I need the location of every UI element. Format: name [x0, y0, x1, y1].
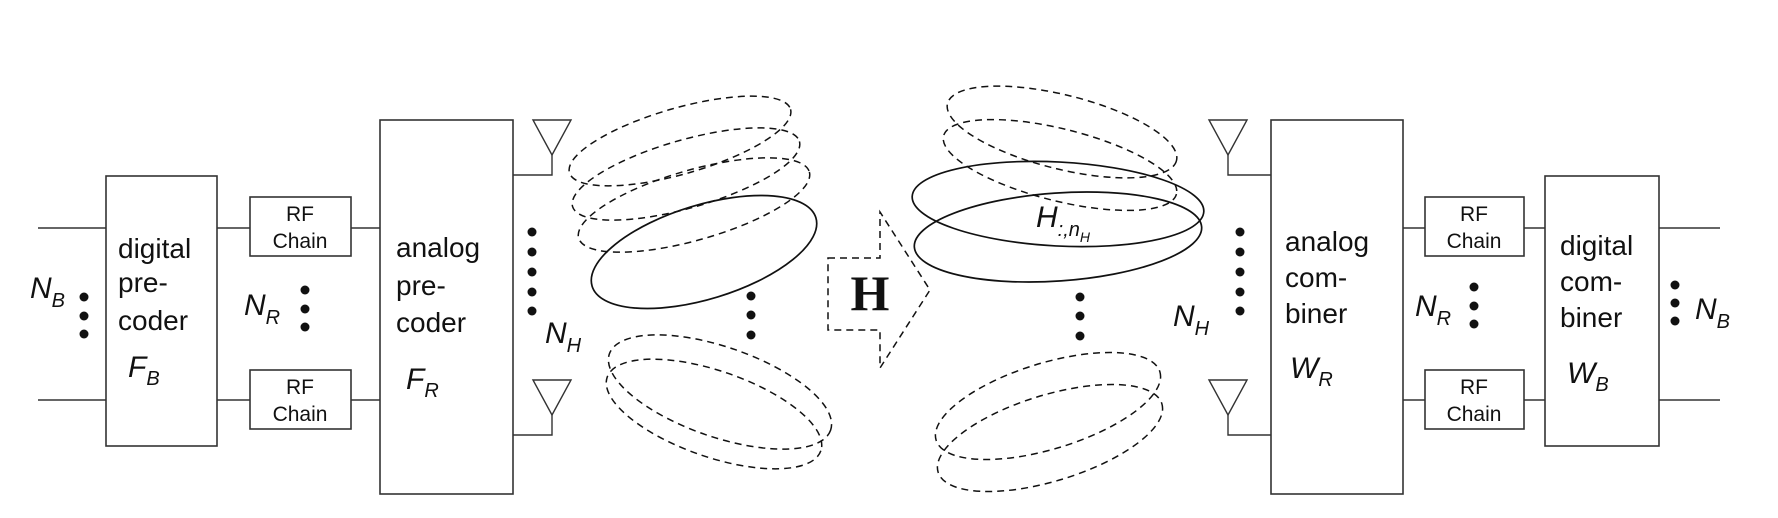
- receiver: H:,nH NH analog com- bin: [911, 85, 1730, 495]
- analog-precoder-line-3: coder: [396, 307, 466, 338]
- rx-rf-chain-top-label-2: Chain: [1447, 230, 1502, 253]
- channel-arrow: [827, 209, 931, 371]
- rx-nb-label: NB: [1695, 293, 1730, 333]
- digital-combiner-symbol: WB: [1567, 357, 1609, 396]
- tx-antenna-bottom: [513, 379, 573, 436]
- tx-nb-label: NB: [30, 272, 65, 312]
- tx-rf-chain-bottom: RF Chain: [249, 369, 352, 430]
- rx-nh-label: NH: [1173, 300, 1210, 340]
- tx-nh-dots: [527, 227, 537, 316]
- rx-nr-dots: [1469, 282, 1479, 329]
- transmitter: NB digital pre- coder FB RF Chain NR: [30, 95, 833, 495]
- rx-rf-chain-bottom: RF Chain: [1424, 369, 1525, 430]
- digital-precoder-line-3: coder: [118, 305, 188, 336]
- digital-precoder-line-1: digital: [118, 233, 191, 264]
- digital-combiner-line-2: com-: [1560, 266, 1622, 297]
- analog-combiner-block: analog com- biner WR: [1270, 119, 1404, 495]
- rx-nh-dots: [1235, 227, 1245, 316]
- tx-rf-chain-top-label-2: Chain: [273, 230, 328, 253]
- rx-beam-dots: [1075, 292, 1085, 341]
- tx-nr-dots: [300, 285, 310, 332]
- digital-precoder-symbol: FB: [128, 351, 160, 390]
- analog-precoder-block: analog pre- coder FR: [379, 119, 514, 495]
- tx-nr-label: NR: [244, 289, 280, 329]
- rx-rf-chain-top: RF Chain: [1424, 196, 1525, 257]
- analog-precoder-line-2: pre-: [396, 270, 446, 301]
- rx-nb-dots: [1670, 280, 1680, 326]
- digital-precoder-block: digital pre- coder FB: [105, 175, 218, 447]
- rx-beams: [911, 85, 1205, 493]
- digital-combiner-block: digital com- biner WB: [1544, 175, 1660, 447]
- tx-antenna-top: [513, 119, 573, 176]
- digital-precoder-line-2: pre-: [118, 267, 168, 298]
- tx-rf-chain-top-label-1: RF: [286, 203, 314, 226]
- channel-matrix-label: H: [851, 265, 890, 321]
- tx-nb-dots: [79, 292, 89, 339]
- channel: H: [827, 209, 931, 371]
- rx-rf-chain-bottom-label-2: Chain: [1447, 403, 1502, 426]
- analog-precoder-symbol: FR: [406, 363, 439, 402]
- analog-combiner-line-3: biner: [1285, 298, 1347, 329]
- tx-nh-label: NH: [545, 317, 582, 357]
- tx-beams: [568, 95, 833, 470]
- rx-rf-chain-top-label-1: RF: [1460, 203, 1488, 226]
- rx-beam-channel-label: H:,nH: [1036, 201, 1091, 245]
- rx-rf-chain-bottom-label-1: RF: [1460, 376, 1488, 399]
- analog-combiner-line-1: analog: [1285, 226, 1369, 257]
- analog-precoder-line-1: analog: [396, 232, 480, 263]
- tx-beam-dots: [746, 291, 756, 340]
- analog-combiner-line-2: com-: [1285, 262, 1347, 293]
- analog-combiner-symbol: WR: [1290, 352, 1333, 391]
- digital-combiner-line-3: biner: [1560, 302, 1622, 333]
- digital-combiner-line-1: digital: [1560, 230, 1633, 261]
- rx-antenna-bottom: [1207, 379, 1271, 436]
- tx-rf-chain-top: RF Chain: [249, 196, 352, 257]
- tx-rf-chain-bottom-label-2: Chain: [273, 403, 328, 426]
- rx-antenna-top: [1207, 119, 1271, 176]
- rx-nr-label: NR: [1415, 290, 1451, 330]
- tx-rf-chain-bottom-label-1: RF: [286, 376, 314, 399]
